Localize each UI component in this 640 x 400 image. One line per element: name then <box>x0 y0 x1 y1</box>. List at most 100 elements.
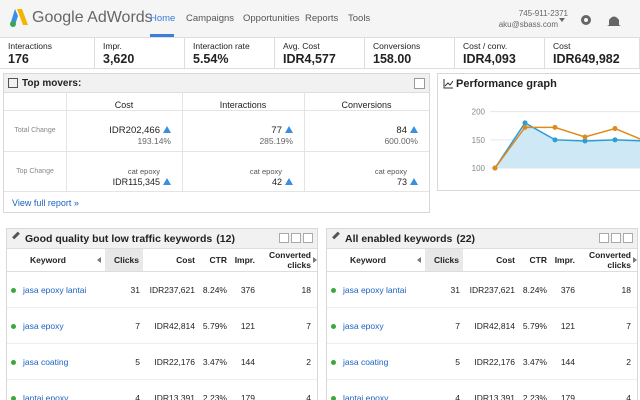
point <box>552 124 558 130</box>
performance-panel: Performance graph 100 150 200 <box>437 73 640 191</box>
total-value: 84 <box>396 125 418 136</box>
view-report-link[interactable]: View full report » <box>12 198 79 208</box>
keyword-link[interactable]: jasa epoxy lantai <box>343 285 407 295</box>
keyword-table: All enabled keywords (22) Keyword Clicks Cos… <box>326 228 638 400</box>
col-header: Cost <box>114 100 134 110</box>
scroll-right <box>633 257 637 263</box>
table-header <box>327 229 637 249</box>
scroll-left <box>417 257 421 263</box>
nav-item[interactable]: Campaigns <box>186 13 235 24</box>
account-email[interactable]: aku@sbass.com <box>498 20 558 29</box>
keyword-link[interactable]: jasa epoxy lantai <box>23 285 87 295</box>
cell: 4 <box>306 393 311 400</box>
table-control[interactable] <box>623 233 633 243</box>
stat-cell: Interactions 176 <box>0 38 95 69</box>
keyword-link[interactable]: jasa coating <box>343 357 389 367</box>
keyword-link[interactable]: jasa coating <box>23 357 69 367</box>
cell: IDR42,814 <box>474 321 515 331</box>
account-id[interactable]: 745-911-2371 <box>518 9 568 18</box>
cell: IDR42,814 <box>154 321 195 331</box>
row-divider <box>7 379 317 380</box>
nav-item[interactable]: Tools <box>348 13 371 24</box>
table-header <box>7 229 317 249</box>
table-control[interactable] <box>303 233 313 243</box>
column-header: Cost <box>496 255 515 265</box>
cell: 3.47% <box>202 357 227 367</box>
stat-value: 158.00 <box>373 52 412 66</box>
performance-chart: 100 150 200 <box>472 108 640 173</box>
nav-item[interactable]: Home <box>150 13 176 24</box>
stat-label: Avg. Cost <box>283 41 320 51</box>
line <box>494 121 640 169</box>
stat-value: 3,620 <box>103 52 135 66</box>
up-arrow <box>285 126 293 133</box>
cell: 7 <box>455 321 460 331</box>
col-divider <box>182 92 183 191</box>
cell: 2.23% <box>522 393 547 400</box>
point <box>522 120 528 126</box>
stat-cell: Cost / conv. IDR4,093 <box>455 38 545 69</box>
point <box>612 137 618 143</box>
nav-item[interactable]: Opportunities <box>243 13 300 24</box>
cell: IDR13,391 <box>474 393 515 400</box>
cell: IDR22,176 <box>474 357 515 367</box>
status-dot <box>11 396 16 400</box>
cell: 121 <box>560 321 575 331</box>
stat-value: 5.54% <box>193 52 229 66</box>
column-header: Cost <box>176 255 195 265</box>
column-header: Converted clicks <box>588 250 631 270</box>
table-control[interactable] <box>611 233 621 243</box>
top-name: cat epoxy <box>127 167 160 176</box>
keyword-link[interactable]: jasa epoxy <box>23 321 64 331</box>
stat-cell: Impr. 3,620 <box>95 38 185 69</box>
column-header-row <box>327 249 637 272</box>
area <box>495 122 640 168</box>
cell: 376 <box>240 285 255 295</box>
panel-title: Performance graph <box>456 78 557 90</box>
column-header: CTR <box>529 255 547 265</box>
cell: 31 <box>450 285 460 295</box>
point <box>492 165 498 171</box>
cell: 4 <box>626 393 631 400</box>
sorted-column <box>105 249 143 271</box>
stat-label: Interaction rate <box>193 41 250 51</box>
stat-value: IDR4,093 <box>463 52 516 66</box>
column-header: Impr. <box>554 255 575 265</box>
table-control[interactable] <box>599 233 609 243</box>
point <box>582 134 588 140</box>
point <box>522 124 528 130</box>
keyword-link[interactable]: jasa epoxy <box>343 321 384 331</box>
panel-header <box>4 74 429 93</box>
row-divider <box>327 379 637 380</box>
point <box>582 138 588 144</box>
cell: 4 <box>455 393 460 400</box>
cell: 2.23% <box>202 393 227 400</box>
total-percent: 193.14% <box>137 136 171 146</box>
stat-cell: Avg. Cost IDR4,577 <box>275 38 365 69</box>
row-divider <box>7 343 317 344</box>
col-header: Interactions <box>219 100 267 110</box>
column-header: Clicks <box>433 255 459 265</box>
keyword-link[interactable]: lantai epoxy <box>343 393 389 400</box>
cell: 8.24% <box>202 285 227 295</box>
nav-item[interactable]: Reports <box>305 13 339 24</box>
cell: IDR237,621 <box>149 285 195 295</box>
cell: 179 <box>560 393 575 400</box>
status-dot <box>331 360 336 365</box>
cell: 5 <box>135 357 140 367</box>
collapse-button[interactable] <box>414 78 425 89</box>
status-dot <box>331 396 336 400</box>
cell: 4 <box>135 393 140 400</box>
col-divider <box>66 92 67 191</box>
cell: 18 <box>301 285 311 295</box>
column-header: Converted clicks <box>268 250 311 270</box>
top-value: 73 <box>397 177 418 187</box>
table-control[interactable] <box>279 233 289 243</box>
stat-cell: Interaction rate 5.54% <box>185 38 275 69</box>
header-icons[interactable] <box>558 15 628 29</box>
status-dot <box>11 324 16 329</box>
table-control[interactable] <box>291 233 301 243</box>
column-header: Keyword <box>30 255 66 265</box>
cell: 18 <box>621 285 631 295</box>
keyword-link[interactable]: lantai epoxy <box>23 393 69 400</box>
